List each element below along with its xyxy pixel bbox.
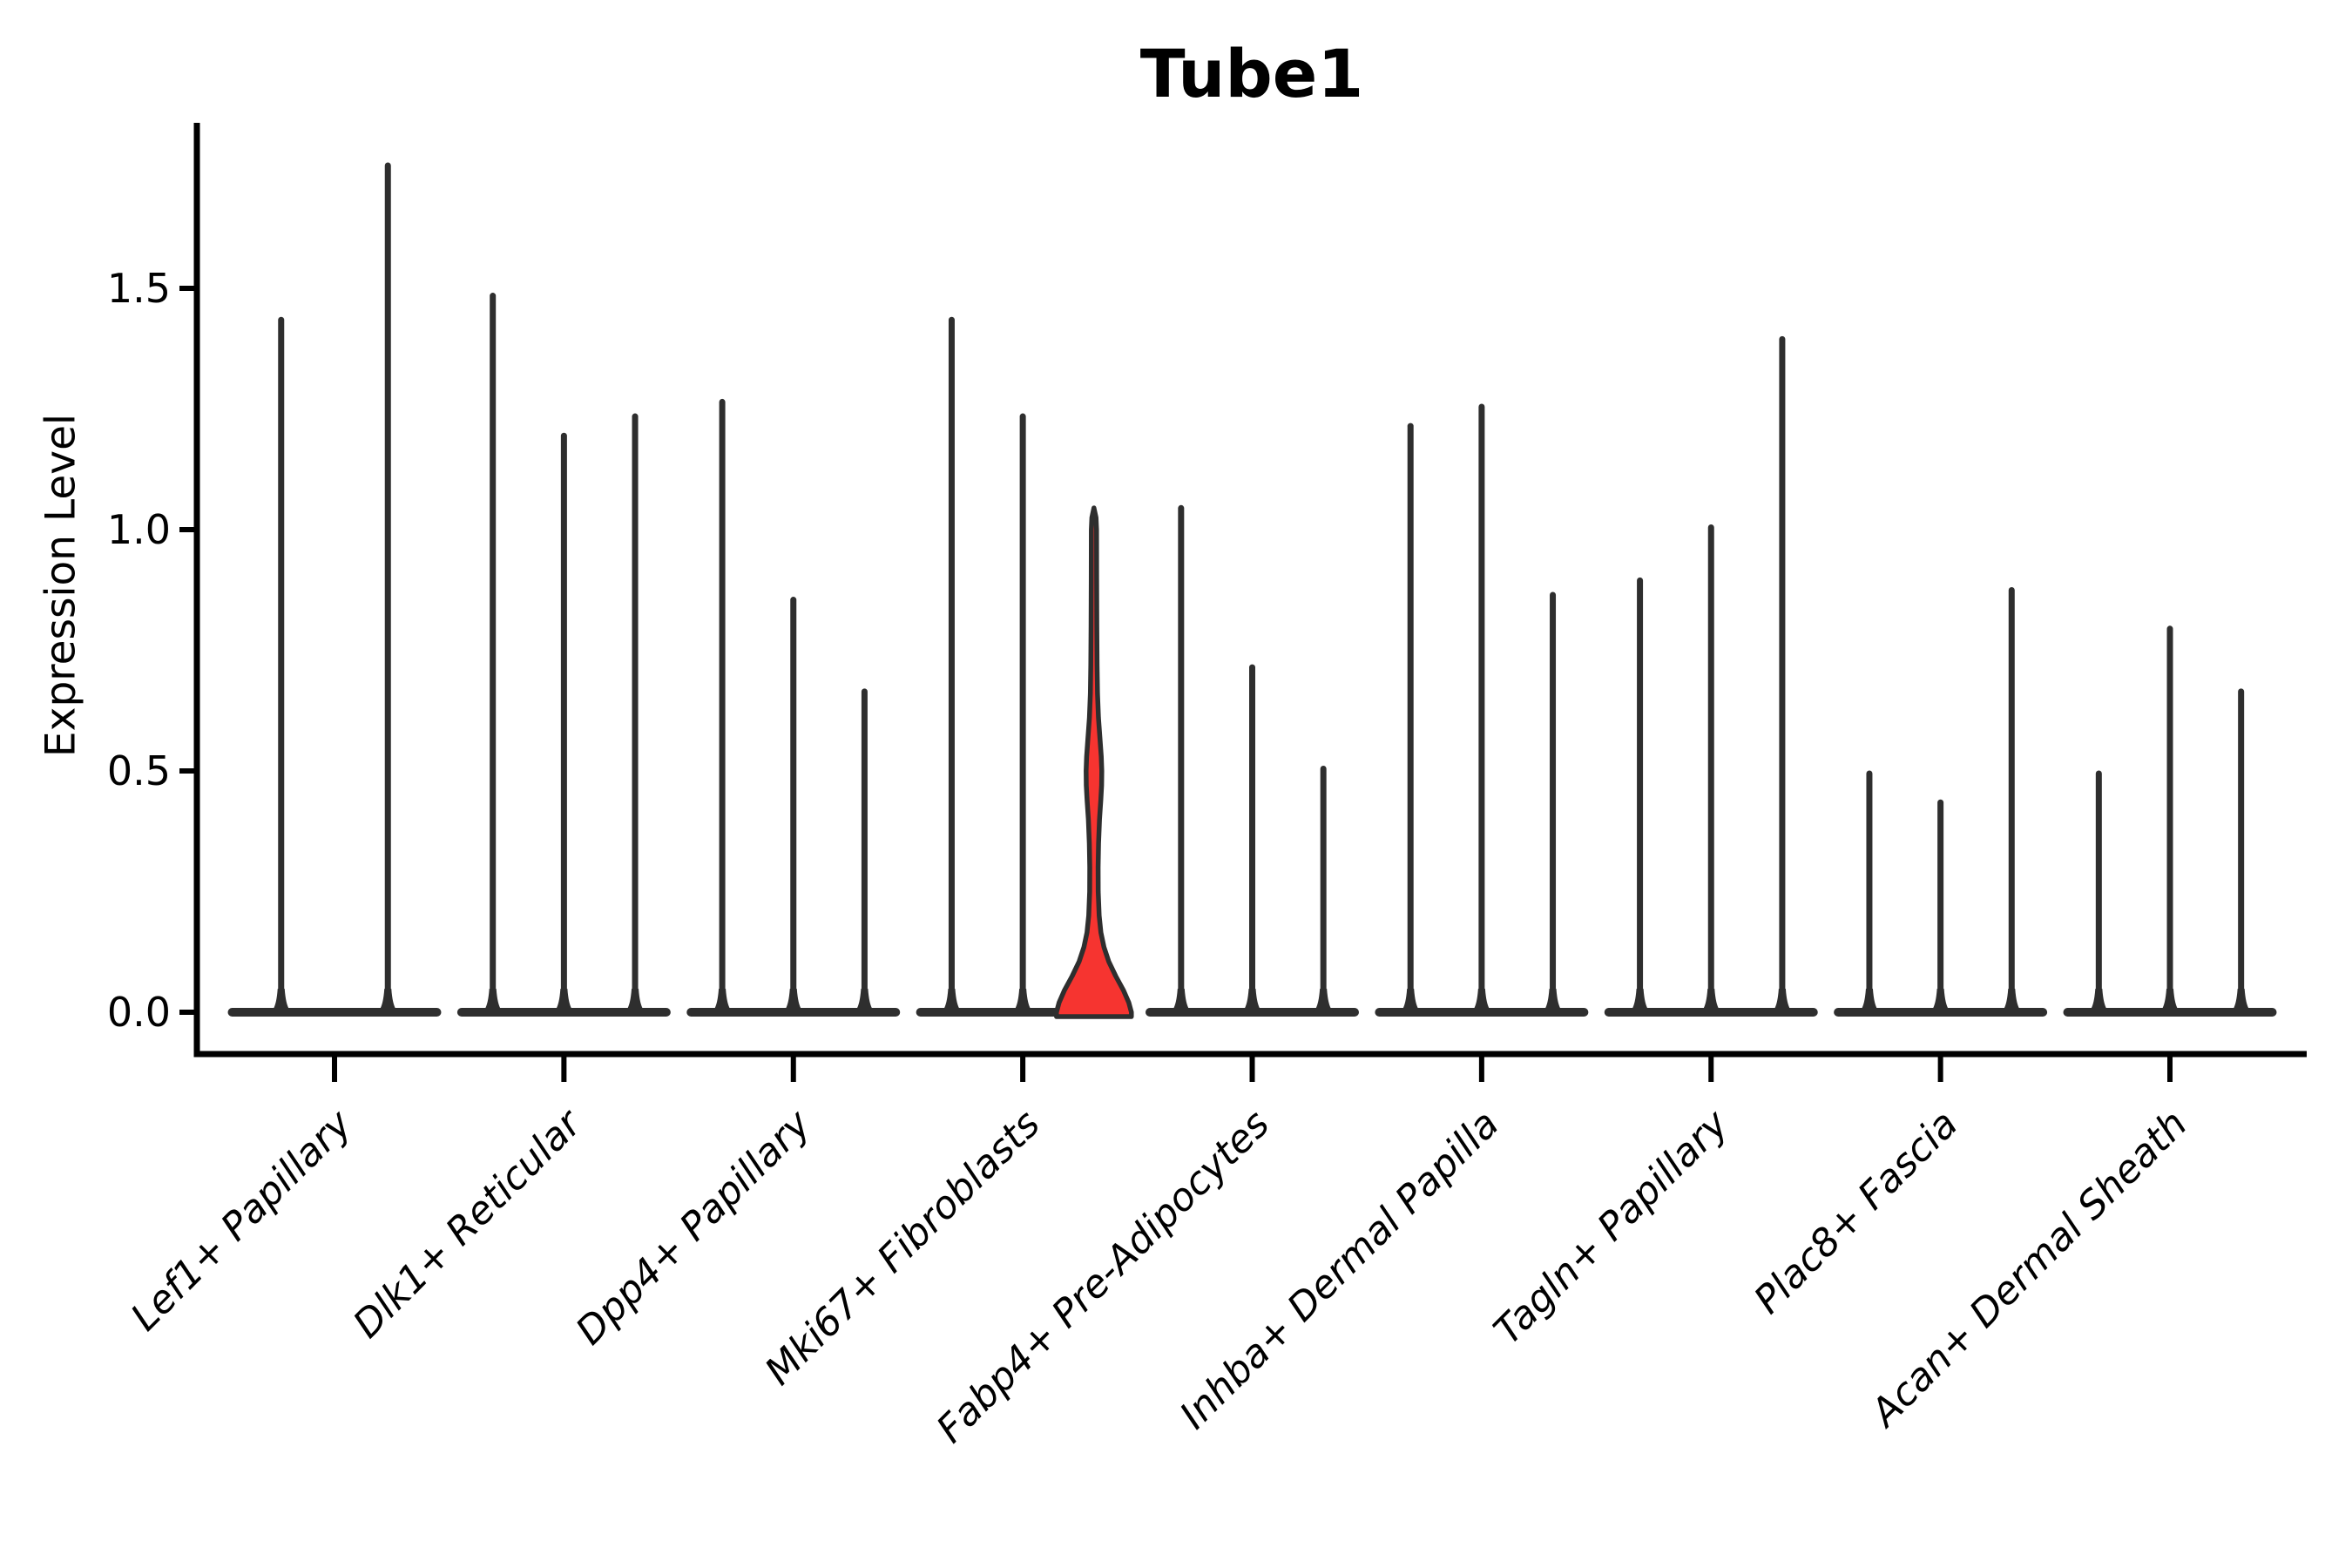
y-axis-tick-label: 1.5 [107,265,171,312]
y-axis-tick-label: 1.0 [107,506,171,553]
chart-title: Tube1 [1139,35,1364,112]
x-axis-category-label: Dlk1+ Reticular [345,1100,591,1347]
y-axis-tick-label: 0.5 [107,747,171,794]
highlighted-violin [1054,505,1134,1019]
y-axis-tick-label: 0.0 [107,989,171,1036]
violin-base [227,1008,442,1017]
x-axis-category-label: Tagln+ Papillary [1485,1101,1737,1353]
x-axis-category-label: Lef1+ Papillary [123,1101,362,1340]
x-axis-category-label: Dpp4+ Papillary [567,1101,820,1354]
x-axis-category-label: Plac8+ Fascia [1746,1102,1966,1322]
